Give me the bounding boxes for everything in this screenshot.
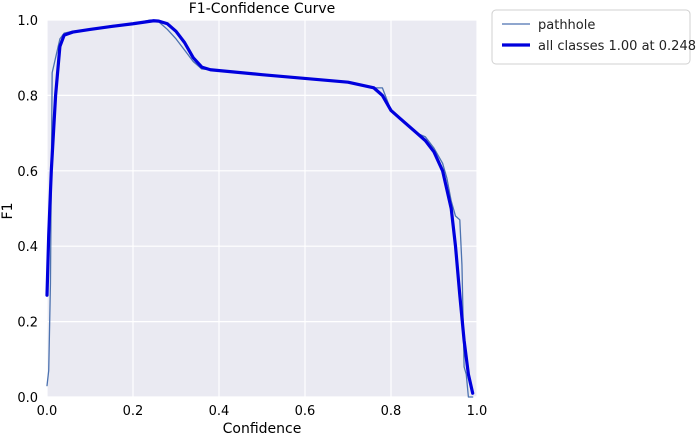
y-tick-label: 0.4 — [17, 240, 38, 255]
series-line-all-classes — [45, 19, 475, 395]
y-tick-label: 0.8 — [17, 89, 38, 104]
y-tick-label: 1.0 — [17, 14, 38, 29]
y-axis-label: F1 — [0, 203, 16, 220]
y-tick-label: 0.0 — [17, 391, 38, 406]
x-tick-label: 0.8 — [381, 404, 402, 419]
x-tick-label: 0.6 — [295, 404, 316, 419]
legend-label: pathhole — [538, 18, 595, 33]
y-tick-label: 0.6 — [17, 165, 38, 180]
grid-lines — [46, 19, 478, 398]
x-axis-label: Confidence — [223, 421, 302, 435]
x-tick-label: 0.0 — [37, 404, 58, 419]
x-tick-label: 0.4 — [209, 404, 230, 419]
plot-area — [47, 20, 477, 397]
x-tick-label: 0.2 — [123, 404, 144, 419]
legend-label: all classes 1.00 at 0.248 — [538, 39, 696, 54]
y-tick-label: 0.2 — [17, 316, 38, 331]
axis-ticks: 0.0 0.2 0.4 0.6 0.8 1.0 0.0 0.2 0.4 0.6 0.8 1.0 — [17, 14, 487, 419]
legend-frame — [491, 9, 691, 65]
chart-title: F1-Confidence Curve — [189, 1, 335, 17]
series-lines — [45, 19, 475, 398]
x-tick-label: 1.0 — [467, 404, 488, 419]
legend: pathhole all classes 1.00 at 0.248 — [491, 9, 696, 65]
